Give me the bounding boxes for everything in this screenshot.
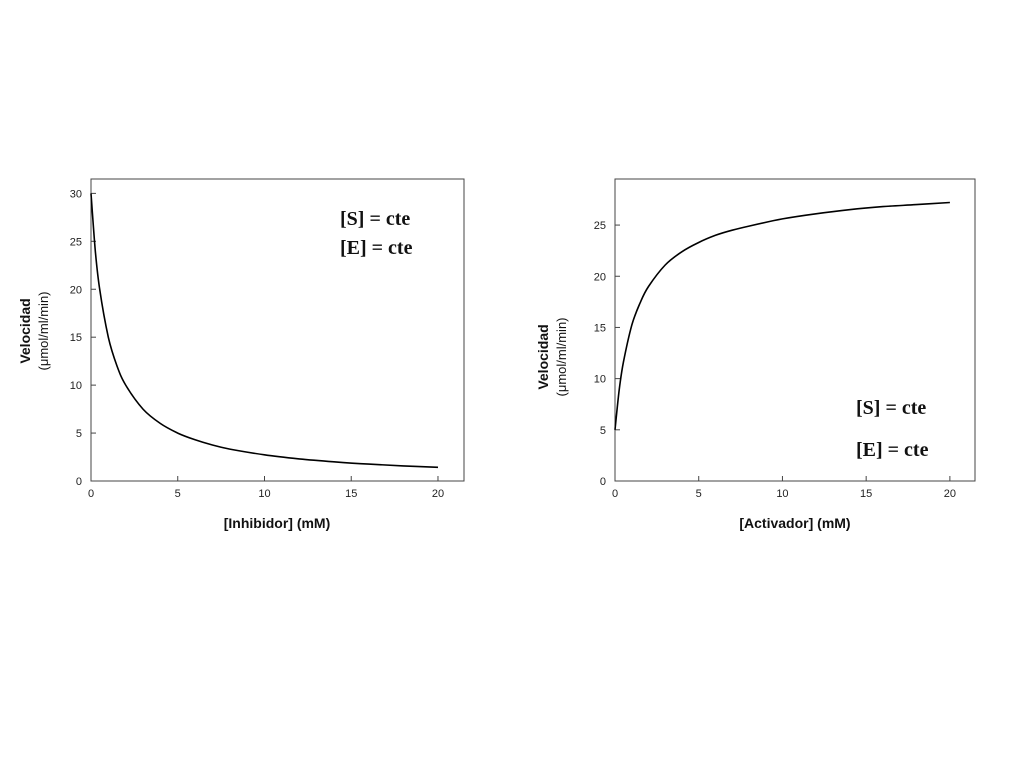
x-tick-label: 15 xyxy=(860,488,872,500)
x-tick-label: 0 xyxy=(88,488,94,500)
x-tick-label: 10 xyxy=(776,488,788,500)
annotation-enzyme: [E] = cte xyxy=(340,237,413,259)
chart-activador: 0 5 10 15 20 0 5 10 15 20 25 [Activador] (mM) Velo… xyxy=(535,178,976,531)
annotation-substrate: [S] = cte xyxy=(340,208,410,230)
series-line xyxy=(90,193,439,469)
series-line xyxy=(614,201,950,430)
y-tick-label: 10 xyxy=(70,380,82,392)
annotation-enzyme: [E] = cte xyxy=(856,439,929,461)
y-axis-label: Velocidad xyxy=(535,324,551,389)
chart-inhibidor: 0 5 10 15 20 0 5 10 15 20 25 30 [Inhibidor] (mM) Ve… xyxy=(17,178,465,531)
x-tick-label: 5 xyxy=(175,488,181,500)
x-tick-label: 5 xyxy=(696,488,702,500)
y-axis-label: Velocidad xyxy=(17,298,33,363)
y-tick-label: 0 xyxy=(600,476,606,488)
tick-marks xyxy=(614,224,951,482)
plot-frame xyxy=(90,178,465,482)
y-tick-label: 15 xyxy=(70,332,82,344)
annotation-substrate: [S] = cte xyxy=(856,397,926,419)
plot-frame xyxy=(614,178,976,482)
y-axis-unit: (μmol/ml/min) xyxy=(554,318,569,397)
x-tick-label: 0 xyxy=(612,488,618,500)
y-tick-label: 10 xyxy=(594,374,606,386)
tick-labels: 0 5 10 15 20 0 5 10 15 20 25 30 xyxy=(70,188,444,500)
y-tick-label: 5 xyxy=(76,428,82,440)
x-axis-label: [Activador] (mM) xyxy=(739,515,850,531)
y-tick-label: 20 xyxy=(70,284,82,296)
y-tick-label: 5 xyxy=(600,425,606,437)
y-tick-label: 25 xyxy=(70,236,82,248)
tick-labels: 0 5 10 15 20 0 5 10 15 20 25 xyxy=(594,220,956,500)
y-tick-label: 0 xyxy=(76,476,82,488)
x-tick-label: 15 xyxy=(345,488,357,500)
x-tick-label: 20 xyxy=(944,488,956,500)
y-tick-label: 15 xyxy=(594,322,606,334)
y-tick-label: 20 xyxy=(594,271,606,283)
x-tick-label: 10 xyxy=(258,488,270,500)
y-axis-unit: (μmol/ml/min) xyxy=(36,292,51,371)
y-tick-label: 25 xyxy=(594,220,606,232)
tick-marks xyxy=(90,192,439,482)
x-tick-label: 20 xyxy=(432,488,444,500)
y-tick-label: 30 xyxy=(70,188,82,200)
x-axis-label: [Inhibidor] (mM) xyxy=(224,515,331,531)
